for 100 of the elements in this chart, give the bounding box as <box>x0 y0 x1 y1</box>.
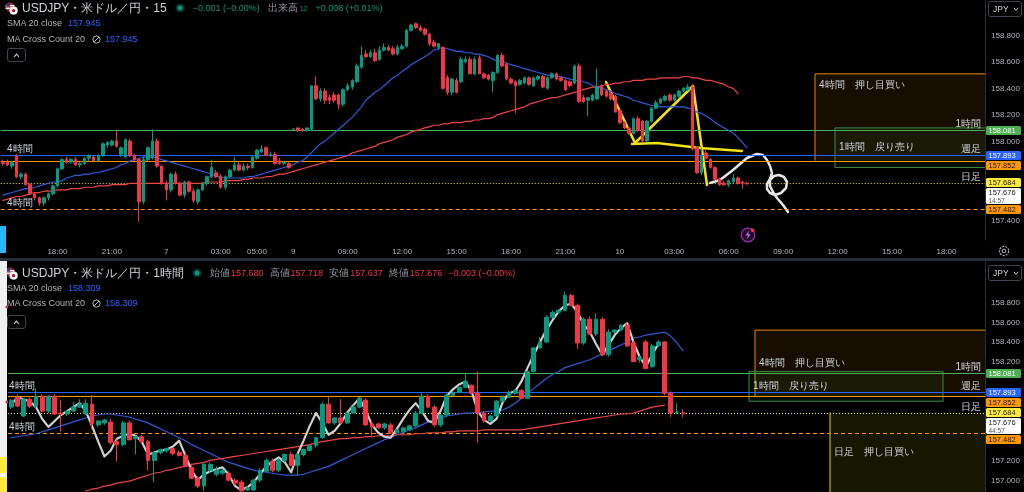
candlestick <box>282 160 286 166</box>
annotation: 157.676 <box>409 268 443 278</box>
candlestick <box>686 83 690 92</box>
candlestick <box>74 156 77 167</box>
candlestick <box>269 151 272 158</box>
candlestick <box>270 457 275 473</box>
y-tick-label: 158.800 <box>991 31 1021 41</box>
candlestick <box>643 339 648 370</box>
chart-title: USDJPY・米ドル／円・15 <box>22 0 167 17</box>
x-tick-label: 09:00 <box>773 246 794 256</box>
annotation: +0.008 (+0.01%) <box>315 3 383 13</box>
candlestick <box>110 139 114 147</box>
annotation: 1時間 <box>955 118 981 130</box>
band-label: 1時間 戻り売り <box>753 380 829 392</box>
x-tick-label: 15:00 <box>882 246 903 256</box>
candlestick <box>395 428 399 436</box>
x-tick-label: 03:00 <box>664 246 685 256</box>
currency-dropdown: JPY <box>988 265 1022 281</box>
candlestick <box>586 97 590 117</box>
candlestick <box>332 416 337 426</box>
y-tick-label: 158.200 <box>991 357 1021 367</box>
candlestick <box>437 43 440 51</box>
annotation: 1時間 <box>955 361 981 373</box>
candlestick <box>414 21 418 30</box>
candlestick <box>264 145 268 157</box>
annotation: 週足 <box>961 380 981 391</box>
annotation: 157.718 <box>290 268 324 278</box>
candlestick <box>237 161 241 172</box>
candlestick <box>87 153 91 162</box>
candlestick <box>587 315 592 336</box>
y-tick-label: 158.400 <box>991 337 1021 347</box>
candlestick <box>1 159 5 167</box>
candlestick <box>364 49 368 59</box>
candlestick <box>432 404 437 428</box>
candlestick <box>507 389 511 399</box>
candlestick <box>600 83 603 97</box>
candlestick <box>451 390 455 397</box>
candlestick <box>581 316 586 346</box>
candlestick <box>42 195 46 207</box>
candlestick <box>441 45 445 91</box>
candlestick <box>21 397 26 418</box>
annotation: 週足 <box>961 143 981 155</box>
annotation: 日足 <box>961 170 981 182</box>
candlestick <box>69 157 73 165</box>
candlestick <box>541 74 545 89</box>
candlestick <box>745 181 749 186</box>
candlestick <box>426 393 430 409</box>
annotation: 日足 <box>961 400 981 412</box>
annotation: SMA 20 close <box>7 283 63 293</box>
candlestick <box>722 180 726 187</box>
candlestick <box>246 163 250 171</box>
annotation: 4時間 <box>9 380 35 391</box>
candlestick <box>169 172 173 194</box>
candlestick <box>15 393 20 408</box>
x-tick-label: 03:00 <box>210 246 232 256</box>
candlestick <box>128 137 132 158</box>
x-tick-label: 18:00 <box>500 246 522 256</box>
candlestick <box>15 153 18 179</box>
x-tick-label: 21:00 <box>101 246 123 256</box>
annotation: MA Cross Count 20 <box>7 298 86 308</box>
x-tick-label: 09:00 <box>337 246 359 256</box>
annotation: 終値 <box>388 266 409 280</box>
candlestick <box>323 87 327 105</box>
candlestick <box>226 470 231 482</box>
candlestick <box>637 355 642 364</box>
band-label: 4時間 押し目買い <box>819 79 905 91</box>
x-tick-label: 9 <box>291 246 297 256</box>
candlestick <box>273 151 277 166</box>
candlestick <box>732 173 735 184</box>
candlestick <box>482 410 486 424</box>
candlestick <box>264 457 269 473</box>
annotation: 157.637 <box>350 268 383 278</box>
x-tick-label: 05:00 <box>246 246 268 256</box>
line-series <box>10 331 684 476</box>
candlestick <box>677 89 681 99</box>
annotation: 157.945 <box>68 18 101 28</box>
candlestick <box>183 180 186 199</box>
candlestick <box>369 49 372 59</box>
annotation: 157.945 <box>105 34 138 44</box>
candlestick <box>115 130 118 149</box>
candlestick <box>704 149 708 161</box>
candlestick <box>376 422 381 430</box>
line-series <box>2 46 748 196</box>
candlestick <box>388 422 393 435</box>
band-label: 日足 押し目買い <box>834 445 914 457</box>
annotation: 4時間 <box>7 143 33 155</box>
candlestick <box>700 147 703 176</box>
candlestick <box>165 180 168 201</box>
candlestick <box>78 161 82 168</box>
candlestick <box>568 79 572 88</box>
x-tick-label: 21:00 <box>555 246 576 256</box>
candlestick <box>519 388 524 400</box>
x-tick-label: 12:00 <box>392 246 413 256</box>
candlestick <box>600 316 605 357</box>
candlestick <box>563 291 567 312</box>
candlestick <box>101 141 105 158</box>
candlestick <box>668 93 672 103</box>
candlestick <box>595 68 599 101</box>
annotation: MA Cross Count 20 <box>7 34 86 44</box>
x-tick-label: 18:00 <box>936 246 957 256</box>
